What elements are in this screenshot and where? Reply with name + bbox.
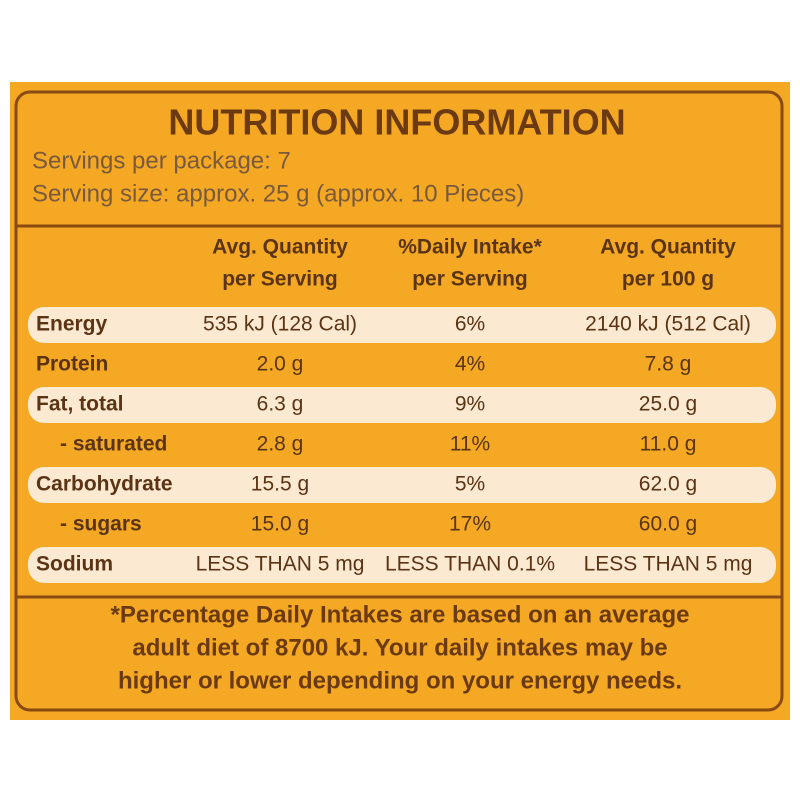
cell: 6% bbox=[455, 313, 485, 336]
footnote-line: adult diet of 8700 kJ. Your daily intake… bbox=[132, 634, 667, 661]
panel-border bbox=[14, 90, 784, 712]
footnote-line: *Percentage Daily Intakes are based on a… bbox=[111, 601, 690, 628]
cell: 2.0 g bbox=[257, 353, 304, 376]
cell: 11% bbox=[450, 433, 490, 456]
footnote-line: higher or lower depending on your energy… bbox=[118, 667, 682, 694]
row-band bbox=[28, 467, 776, 503]
cell: 17% bbox=[449, 513, 491, 536]
row-label: Protein bbox=[36, 353, 108, 376]
cell: LESS THAN 0.1% bbox=[385, 553, 555, 576]
column-header: Avg. Quantity bbox=[212, 236, 348, 259]
row-label: Fat, total bbox=[36, 393, 124, 416]
column-header: %Daily Intake* bbox=[398, 236, 542, 259]
column-header: per Serving bbox=[412, 268, 528, 291]
cell: 4% bbox=[455, 353, 485, 376]
row-label: Energy bbox=[36, 313, 108, 336]
cell: 2140 kJ (512 Cal) bbox=[585, 313, 751, 336]
cell: 535 kJ (128 Cal) bbox=[203, 313, 357, 336]
row-band bbox=[28, 307, 776, 343]
column-header: Avg. Quantity bbox=[600, 236, 736, 259]
cell: LESS THAN 5 mg bbox=[584, 553, 753, 576]
row-label: Sodium bbox=[36, 553, 113, 576]
row-label: - saturated bbox=[60, 433, 167, 456]
cell: 5% bbox=[455, 473, 485, 496]
cell: 6.3 g bbox=[257, 393, 304, 416]
cell: 11.0 g bbox=[640, 433, 697, 456]
cell: 15.0 g bbox=[251, 513, 309, 536]
cell: 2.8 g bbox=[257, 433, 304, 456]
cell: 7.8 g bbox=[645, 353, 692, 376]
row-label: Carbohydrate bbox=[36, 473, 173, 496]
servings-per-package: Servings per package: 7 bbox=[32, 147, 291, 174]
cell: 15.5 g bbox=[251, 473, 309, 496]
cell: 60.0 g bbox=[639, 513, 697, 536]
column-header: per Serving bbox=[222, 268, 338, 291]
cell: 25.0 g bbox=[639, 393, 697, 416]
row-band bbox=[28, 547, 776, 583]
column-header: per 100 g bbox=[622, 268, 714, 291]
row-label: - sugars bbox=[60, 513, 142, 536]
cell: 9% bbox=[455, 393, 485, 416]
cell: LESS THAN 5 mg bbox=[196, 553, 365, 576]
row-band bbox=[28, 387, 776, 423]
cell: 62.0 g bbox=[639, 473, 697, 496]
title: NUTRITION INFORMATION bbox=[168, 102, 625, 143]
serving-size: Serving size: approx. 25 g (approx. 10 P… bbox=[32, 180, 524, 207]
